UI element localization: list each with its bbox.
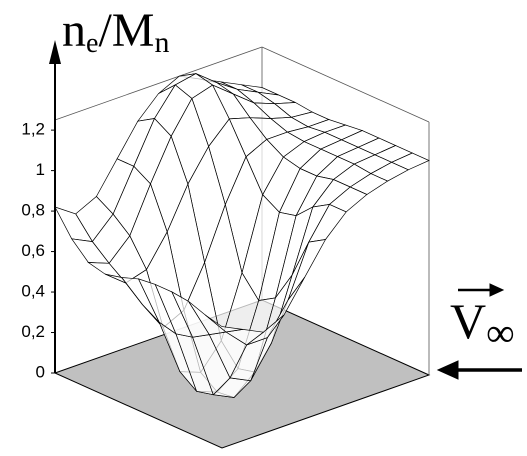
z-axis-arrow bbox=[49, 40, 61, 64]
z-tick-label: 0,8 bbox=[21, 201, 45, 220]
plot: 0 0,2 0,4 0,6 0,8 1 1,2 bbox=[21, 40, 431, 449]
z-tick-label: 1,2 bbox=[21, 120, 45, 139]
z-label-sub: n bbox=[154, 26, 169, 59]
box-edge bbox=[54, 46, 263, 121]
flow-label: V∞ bbox=[450, 293, 515, 355]
z-tick-label: 1 bbox=[36, 160, 45, 179]
flow-label-sub: ∞ bbox=[486, 310, 515, 355]
vector-arrow-head bbox=[489, 283, 505, 297]
flow-arrow-head bbox=[436, 360, 459, 380]
flow-arrows bbox=[436, 283, 522, 380]
z-label-part: n bbox=[62, 4, 86, 57]
flow-label-base: V bbox=[450, 293, 486, 349]
z-tick-label: 0,6 bbox=[21, 241, 45, 260]
z-label-part: /M bbox=[98, 4, 154, 57]
z-axis-label: ne/Mn bbox=[62, 4, 169, 59]
z-tick-label: 0,4 bbox=[21, 282, 45, 301]
z-tick-label: 0 bbox=[36, 362, 45, 381]
z-tick-label: 0,2 bbox=[21, 322, 45, 341]
surface-cell bbox=[205, 314, 243, 333]
box-edge bbox=[261, 46, 430, 123]
z-label-sub: e bbox=[86, 28, 98, 59]
